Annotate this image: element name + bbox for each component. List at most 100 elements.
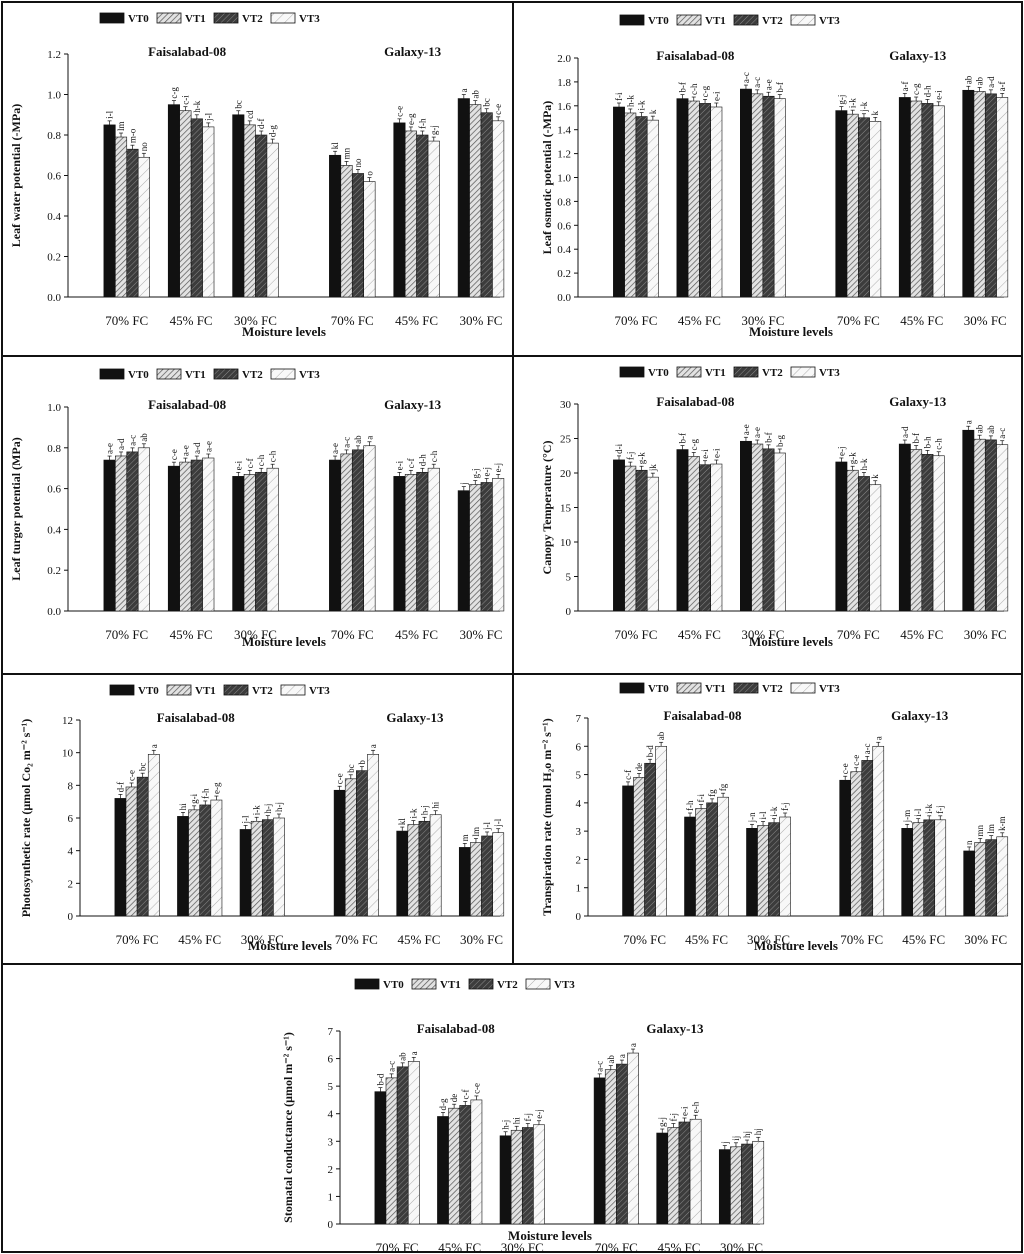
bar-galaxy-13-30-fc-vt0: [718, 1149, 731, 1225]
bar-galaxy-13-45-fc-vt3: [427, 140, 440, 298]
cultivar-title-faisalabad-08: Faisalabad-08: [148, 44, 227, 59]
bar-galaxy-13-45-fc-vt2: [416, 134, 429, 298]
bar-galaxy-13-30-fc-vt0: [458, 847, 471, 917]
bar-faisalabad-08-30-fc-vt0: [499, 1135, 512, 1225]
bar-galaxy-13-70-fc-vt0: [333, 789, 346, 917]
legend-label-vt3: VT3: [819, 15, 840, 27]
x-category-label: 70% FC: [331, 627, 374, 642]
x-category-label: 30% FC: [720, 1240, 763, 1254]
significance-letter: c-e: [851, 755, 861, 766]
significance-letter: i-k: [769, 806, 779, 816]
bar-faisalabad-08-30-fc-vt0: [232, 114, 245, 298]
significance-letter: c-g: [911, 83, 921, 95]
x-category-label: 45% FC: [678, 627, 721, 642]
x-category-label: 30% FC: [234, 313, 277, 328]
significance-letter: b: [357, 760, 367, 765]
significance-letter: e-i: [394, 460, 404, 470]
significance-letter: jk: [648, 464, 658, 473]
y-tick-label: 0.2: [47, 252, 61, 264]
significance-letter: a-d: [986, 76, 996, 88]
significance-letter: a-c: [741, 72, 751, 83]
y-tick-label: 0: [576, 911, 582, 923]
significance-letter: c-e: [335, 773, 345, 784]
significance-letter: a-f: [997, 81, 1007, 91]
bar-faisalabad-08-45-fc-vt1: [179, 110, 192, 298]
significance-letter: e-i: [700, 449, 710, 459]
bar-faisalabad-08-70-fc-vt1: [624, 465, 637, 612]
bar-faisalabad-08-70-fc-vt0: [613, 106, 625, 298]
bar-galaxy-13-70-fc-vt0: [329, 459, 342, 612]
significance-letter: ab: [470, 90, 480, 99]
significance-letter: lm: [986, 824, 996, 834]
y-tick-label: 0.4: [557, 244, 571, 256]
legend: VT0 VT1 VT2 VT3: [109, 684, 330, 697]
x-category-label: 30% FC: [964, 313, 1007, 328]
cultivar-title-galaxy-13: Galaxy-13: [891, 708, 949, 723]
bar-faisalabad-08-30-fc-vt0: [239, 829, 252, 917]
significance-letter: k: [870, 110, 880, 115]
y-tick-label: 0.8: [47, 443, 61, 455]
y-tick-label: 0.4: [47, 524, 61, 536]
cultivar-title-faisalabad-08: Faisalabad-08: [148, 397, 227, 412]
legend-swatch-vt2: [213, 12, 239, 24]
bar-faisalabad-08-70-fc-vt3: [655, 745, 667, 917]
legend-label-vt0: VT0: [648, 15, 669, 27]
significance-letter: a-e: [180, 445, 190, 456]
bar-faisalabad-08-30-fc-vt0: [740, 440, 752, 612]
legend: VT0 VT1 VT2 VT3: [354, 978, 575, 991]
significance-letter: ij: [731, 1136, 741, 1141]
y-tick-label: 30: [560, 399, 572, 411]
bar-galaxy-13-30-fc-vt0: [457, 98, 470, 298]
bar-galaxy-13-30-fc-vt1: [470, 842, 482, 917]
bar-galaxy-13-30-fc-vt3: [492, 478, 505, 612]
y-tick-label: 10: [560, 537, 572, 549]
bar-faisalabad-08-70-fc-vt0: [103, 459, 116, 612]
bar-faisalabad-08-45-fc-vt1: [188, 809, 201, 917]
bar-faisalabad-08-70-fc-vt3: [407, 1061, 420, 1225]
legend-swatch-vt3: [525, 978, 551, 990]
significance-letter: f-j: [935, 805, 945, 814]
significance-letter: a-c: [387, 1061, 397, 1072]
x-axis-label: Moisture levels: [248, 938, 332, 953]
significance-letter: no: [353, 158, 363, 168]
significance-letter: e-j: [482, 467, 492, 477]
bar-galaxy-13-30-fc-vt1: [973, 91, 986, 298]
legend-swatch-vt3: [790, 682, 816, 694]
significance-letter: e-j: [534, 1109, 544, 1119]
x-axis-label: Moisture levels: [754, 938, 838, 953]
x-category-label: 45% FC: [678, 313, 721, 328]
bar-galaxy-13-70-fc-vt0: [835, 110, 848, 298]
significance-letter: h-j: [420, 805, 430, 815]
bar-faisalabad-08-45-fc-vt3: [210, 799, 223, 917]
x-category-label: 45% FC: [900, 627, 943, 642]
x-category-label: 45% FC: [397, 932, 440, 947]
bar-faisalabad-08-70-fc-vt2: [635, 469, 648, 612]
significance-letter: a-e: [330, 443, 340, 454]
bar-faisalabad-08-45-fc-vt1: [687, 100, 700, 298]
significance-letter: d-i: [614, 443, 624, 453]
significance-letter: d-f: [115, 782, 125, 793]
bar-galaxy-13-70-fc-vt1: [340, 453, 353, 612]
bar-faisalabad-08-45-fc-vt0: [167, 465, 180, 612]
significance-letter: g-k: [848, 452, 858, 464]
significance-letter: j-l: [482, 821, 492, 830]
legend-label-vt0: VT0: [383, 979, 404, 991]
significance-letter: c-h: [934, 438, 944, 450]
significance-letter: g-j: [836, 95, 846, 105]
cultivar-title-galaxy-13: Galaxy-13: [889, 48, 947, 63]
bar-galaxy-13-30-fc-vt2: [984, 439, 997, 612]
bar-faisalabad-08-70-fc-vt1: [115, 136, 128, 298]
y-tick-label: 1.2: [557, 149, 571, 161]
chart-leaf-water-potential: VT0 VT1 VT2 VT3 0.0 0.2 0.4 0.6 0.8 1.0 1.2 Leaf wa…: [9, 12, 505, 339]
significance-letter: f-h: [200, 788, 210, 799]
significance-letter: f-j: [780, 803, 790, 812]
bar-galaxy-13-45-fc-vt2: [418, 820, 431, 917]
significance-letter: i-k: [848, 98, 858, 108]
x-category-label: 70% FC: [335, 932, 378, 947]
bar-faisalabad-08-45-fc-vt0: [676, 449, 689, 612]
legend-swatch-vt2: [468, 978, 494, 990]
significance-letter: e-j: [836, 446, 846, 456]
legend-label-vt1: VT1: [705, 683, 726, 695]
bar-galaxy-13-45-fc-vt1: [404, 474, 417, 612]
bar-faisalabad-08-30-fc-vt3: [266, 467, 279, 612]
